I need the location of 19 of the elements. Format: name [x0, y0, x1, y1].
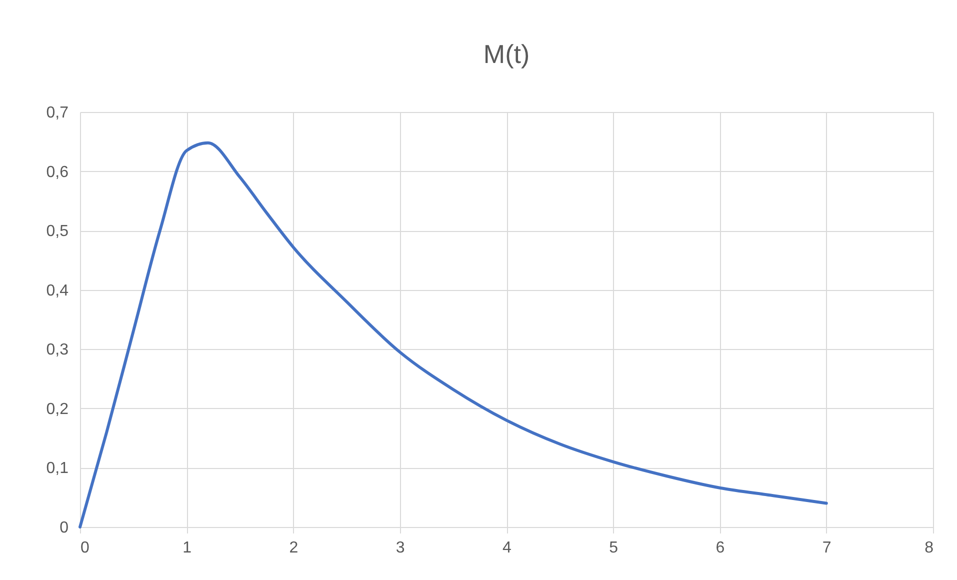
y-tick-label: 0,2 [46, 400, 69, 418]
x-tick-label: 7 [822, 540, 832, 556]
y-tick-label: 0,5 [46, 223, 69, 240]
chart-title: M(t) [483, 39, 530, 69]
y-tick-label: 0,4 [46, 282, 69, 300]
x-tick-label: 2 [289, 540, 298, 556]
x-tick-label: 1 [182, 540, 192, 556]
x-tick-label: 4 [502, 540, 512, 556]
x-tick-label: 0 [80, 540, 90, 556]
y-tick-label: 0,7 [46, 104, 69, 122]
x-tick-label: 8 [924, 540, 934, 556]
x-tick-label: 6 [716, 540, 725, 556]
line-series [78, 141, 828, 528]
y-tick-label: 0 [60, 520, 69, 536]
x-tick-label: 3 [396, 540, 405, 556]
y-tick-label: 0,1 [46, 460, 69, 478]
y-tick-label: 0,3 [46, 342, 69, 359]
x-tick-label: 5 [609, 540, 618, 556]
y-tick-label: 0,6 [46, 164, 69, 181]
